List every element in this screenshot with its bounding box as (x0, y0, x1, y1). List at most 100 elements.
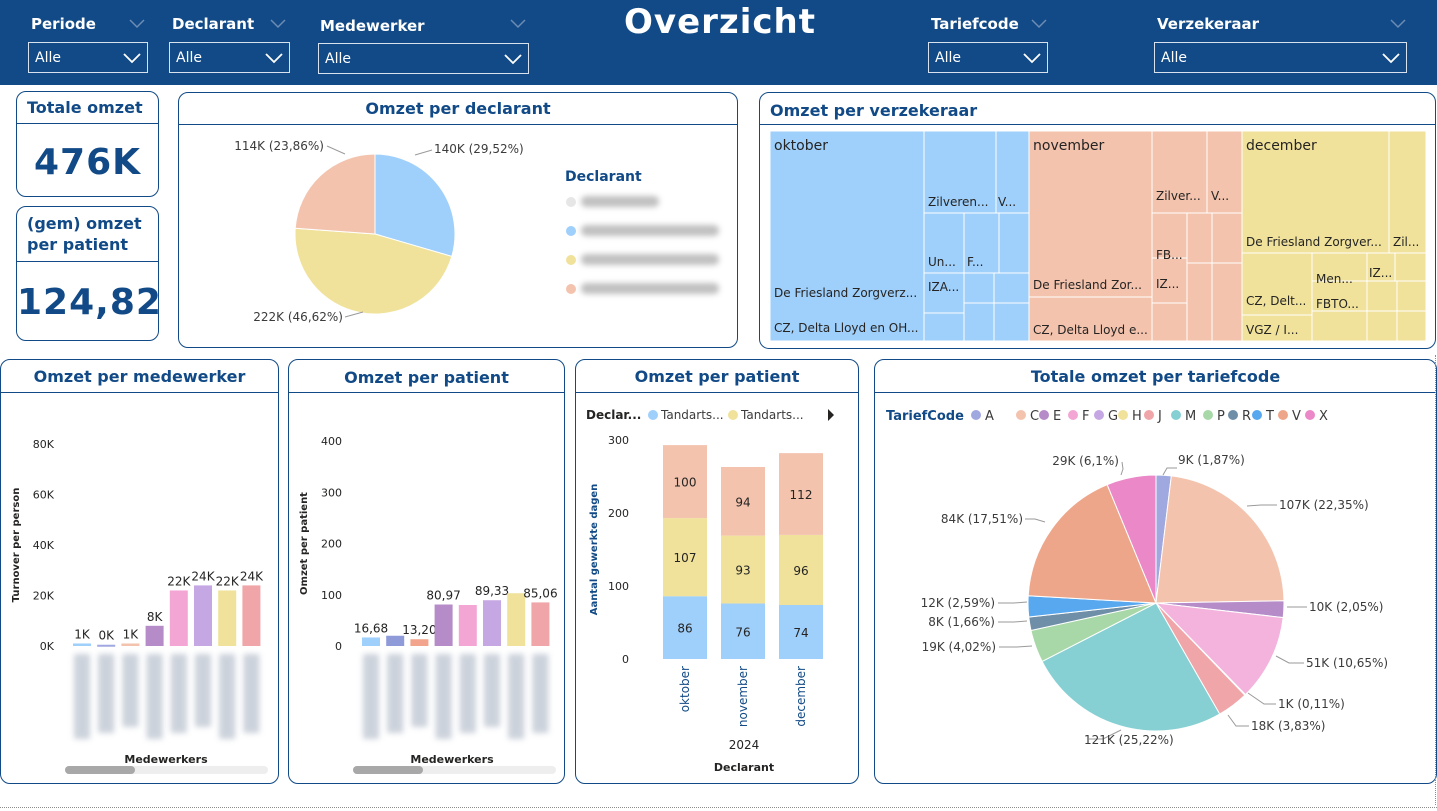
periode-dropdown[interactable]: Alle (28, 42, 148, 73)
chevron-down-icon[interactable] (270, 19, 286, 29)
stacked-bar-segment[interactable] (721, 535, 765, 604)
y-tick-label: 20K (33, 590, 55, 603)
tariff-pie-title: Totale omzet per tariefcode (1030, 367, 1281, 386)
treemap-cell-label: Men... (1316, 272, 1353, 286)
stacked-bar-segment[interactable] (779, 534, 823, 605)
treemap-cell-label: IZ... (1369, 266, 1392, 280)
leader-line (1246, 504, 1277, 507)
pie-slice[interactable] (374, 153, 456, 258)
legend-label: Tandarts... (660, 408, 724, 422)
leader-line (1120, 461, 1124, 476)
chevron-down-icon[interactable] (510, 19, 526, 29)
chevron-down-icon[interactable] (1031, 19, 1047, 29)
bar[interactable] (507, 593, 526, 646)
divider (17, 123, 158, 124)
bar[interactable] (194, 585, 212, 646)
stacked-bar-segment[interactable] (779, 453, 823, 535)
legend-label: F (1082, 409, 1089, 424)
y-tick-label: 300 (608, 434, 629, 447)
scrollbar-thumb[interactable] (353, 766, 423, 774)
treemap-cell (1311, 310, 1368, 341)
data-label: 96 (793, 564, 808, 578)
pie-slice[interactable] (294, 153, 376, 235)
medewerker-dropdown[interactable]: Alle (318, 43, 529, 74)
kpi-avg-title-2: per patient (27, 235, 129, 254)
declarant-pie-chart[interactable]: 140K (29,52%) 222K (46,62%) 114K (23,86%) D… (179, 126, 737, 346)
bar[interactable] (483, 600, 501, 646)
legend-dot (1094, 410, 1104, 420)
data-label: 84K (17,51%) (941, 512, 1023, 526)
bar[interactable] (362, 637, 380, 646)
stacked-bar-segment[interactable] (721, 603, 765, 659)
treemap-cell (1206, 131, 1243, 214)
scrollbar-thumb[interactable] (65, 766, 135, 774)
pie-slice[interactable] (1106, 474, 1157, 604)
filter-label-periode: Periode (31, 15, 96, 33)
stacked-bar-segment[interactable] (663, 445, 707, 519)
chevron-down-icon[interactable] (129, 19, 145, 29)
filter-bar: Periode Alle Declarant Alle Medewerker A… (0, 0, 1437, 85)
bar[interactable] (458, 605, 477, 646)
treemap-cell (1151, 302, 1188, 341)
bar[interactable] (410, 639, 429, 646)
treemap-cell (1366, 310, 1398, 341)
tariff-pie-card: Totale omzet per tariefcode TariefCode A C… (874, 359, 1437, 784)
bar[interactable] (145, 625, 164, 646)
pie-slice[interactable] (1041, 602, 1221, 732)
bar[interactable] (531, 602, 550, 646)
treemap-cell-label: De Friesland Zorgverz... (774, 286, 917, 300)
leader-line (999, 645, 1033, 648)
bar[interactable] (386, 635, 405, 646)
treemap-group-december[interactable]: december De Friesland Zorgver... Zil... Men… (1241, 131, 1426, 341)
legend-dot (1144, 410, 1154, 420)
tariefcode-dropdown[interactable]: Alle (928, 42, 1048, 73)
bar[interactable] (434, 604, 453, 646)
bar[interactable] (73, 643, 91, 646)
declarant-dropdown[interactable]: Alle (169, 42, 290, 73)
medewerker-bar-chart[interactable]: 80K 60K 40K 20K 0K Turnover per person 1K 0K 1K 8… (1, 394, 278, 782)
legend-dot (1203, 410, 1213, 420)
treemap-group-november[interactable]: november Zilver... V... FB... IZ... De Friesl… (1028, 131, 1243, 341)
treemap-cell-label: CZ, Delta Lloyd en OH... (774, 321, 918, 335)
treemap-cell-label: Zil... (1393, 235, 1419, 249)
bar[interactable] (169, 590, 188, 646)
legend-dot (728, 410, 738, 420)
treemap-cell (995, 131, 1030, 214)
legend-title: TariefCode (886, 409, 964, 424)
pie-slice[interactable] (1027, 484, 1157, 604)
treemap-cell-label: IZA... (928, 280, 959, 294)
bar[interactable] (121, 643, 140, 646)
bar[interactable] (218, 590, 237, 646)
chevron-down-icon[interactable] (1390, 19, 1406, 29)
stacked-bar-segment[interactable] (663, 596, 707, 659)
leader-line (344, 311, 364, 318)
y-tick-label: 0K (40, 640, 55, 653)
stacked-bar-segment[interactable] (721, 467, 765, 536)
treemap-cell-label: Zilveren... (928, 195, 988, 209)
bar[interactable] (242, 585, 261, 646)
pie-slice[interactable] (1155, 475, 1285, 604)
redacted-label (581, 225, 719, 236)
verzekeraar-treemap[interactable]: oktober Zilveren... V... Un... F... IZA... De … (770, 131, 1426, 341)
stacked-bar-segment[interactable] (779, 604, 823, 659)
patient-bar-chart[interactable]: 400 300 200 100 0 Omzet per patient 16,68 13,20… (289, 394, 564, 782)
verzekeraar-dropdown[interactable]: Alle (1154, 42, 1407, 73)
stacked-bar-chart[interactable]: Declar... Tandarts... Tandarts... 300 200 100… (576, 394, 858, 782)
y-tick-label: 80K (33, 438, 55, 451)
page-title: Overzicht (624, 2, 816, 42)
data-label: 222K (46,62%) (253, 310, 343, 324)
data-label: 19K (4,02%) (922, 640, 996, 654)
chevron-right-icon[interactable] (828, 409, 834, 421)
chevron-down-icon (504, 54, 522, 65)
data-label: 100 (674, 476, 697, 490)
treemap-cell (770, 131, 925, 341)
treemap-cell-label: F... (967, 255, 983, 269)
legend-title: Declar... (586, 408, 641, 422)
bar[interactable] (97, 644, 116, 647)
data-label: 1K (123, 627, 140, 641)
tariff-pie-chart[interactable]: TariefCode A C E F G H J M P R T V X 9K (1,87%) 107K (2… (875, 394, 1436, 782)
pie-slice[interactable] (1154, 602, 1284, 696)
declarant-pie-title: Omzet per declarant (365, 99, 551, 118)
stacked-bar-segment[interactable] (663, 518, 707, 597)
treemap-group-oktober[interactable]: oktober Zilveren... V... Un... F... IZA... De … (770, 131, 1030, 341)
